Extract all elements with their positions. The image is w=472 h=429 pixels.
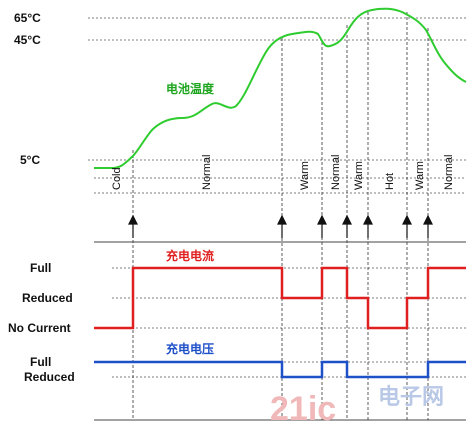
horizontal-guides bbox=[88, 17, 466, 378]
charge-voltage-line bbox=[94, 360, 466, 379]
zone-label: Normal bbox=[201, 155, 213, 190]
temp-label-45: 45°C bbox=[14, 33, 41, 47]
charge-current-line bbox=[94, 266, 466, 330]
charge-current-title: 充电电流 bbox=[166, 248, 214, 263]
zone-label: Normal bbox=[330, 155, 342, 190]
temp-label-65: 65°C bbox=[14, 11, 41, 25]
current-level-reduced: Reduced bbox=[22, 291, 73, 305]
zone-label: Warm bbox=[414, 161, 426, 190]
zone-label: Warm bbox=[353, 161, 365, 190]
watermark-logo: 21ic bbox=[270, 390, 336, 428]
zone-label: Cold bbox=[111, 167, 123, 190]
current-level-full: Full bbox=[30, 261, 51, 275]
temperature-curve bbox=[94, 7, 467, 169]
voltage-level-reduced: Reduced bbox=[24, 370, 75, 384]
zone-label: Normal bbox=[443, 155, 455, 190]
section-separators bbox=[94, 241, 466, 421]
charge-voltage-title: 充电电压 bbox=[166, 341, 214, 356]
battery-temperature-label: 电池温度 bbox=[166, 81, 215, 96]
transition-arrows bbox=[128, 214, 433, 238]
current-level-none: No Current bbox=[8, 321, 71, 335]
zone-label: Warm bbox=[299, 161, 311, 190]
temp-label-5: 5°C bbox=[20, 153, 40, 167]
voltage-level-full: Full bbox=[30, 355, 51, 369]
watermark-text: 电子网 bbox=[378, 385, 444, 410]
zone-label: Hot bbox=[384, 173, 396, 190]
zone-boundaries bbox=[132, 12, 429, 420]
